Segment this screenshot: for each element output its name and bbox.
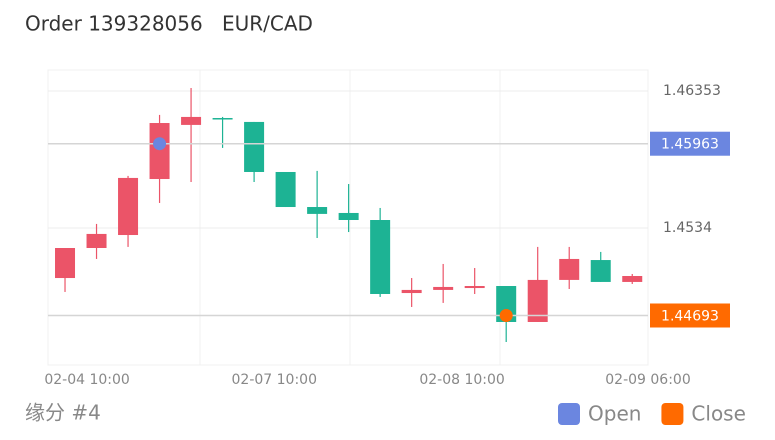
- candle-body: [86, 233, 107, 249]
- candle-body: [527, 279, 548, 322]
- level-badge: [650, 131, 730, 156]
- candle-body: [118, 177, 139, 236]
- candle-body: [275, 171, 296, 208]
- candle-body: [622, 275, 643, 282]
- x-tick-label: 02-09 06:00: [605, 372, 690, 388]
- candle-body: [433, 286, 454, 290]
- y-tick-label: 1.46353: [663, 83, 721, 99]
- candle-body: [464, 286, 485, 289]
- candle-body: [181, 116, 202, 125]
- plot-frame: [47, 69, 649, 366]
- legend-label: Open: [588, 402, 641, 426]
- level-label: 1.45963: [661, 137, 719, 153]
- marker: [499, 308, 513, 322]
- x-tick-label: 02-04 10:00: [44, 372, 129, 388]
- symbol: EUR/CAD: [222, 12, 313, 36]
- candle-body: [307, 207, 328, 214]
- legend-label: Close: [691, 402, 745, 426]
- title: Order 139328056: [25, 12, 203, 36]
- candle-body: [370, 220, 391, 294]
- x-tick-label: 02-08 10:00: [419, 372, 504, 388]
- candle-body: [55, 248, 76, 279]
- candle-body: [212, 118, 233, 120]
- legend-swatch: [558, 403, 580, 425]
- legend-swatch: [661, 403, 684, 425]
- level-badge: [650, 303, 730, 328]
- candle-body: [149, 123, 170, 180]
- candle-body: [590, 260, 611, 282]
- candle-body: [338, 212, 359, 221]
- level-label: 1.44693: [661, 308, 719, 324]
- candle-body: [401, 289, 422, 294]
- candle-body: [559, 258, 580, 280]
- y-tick-label: 1.4534: [663, 220, 712, 236]
- candle-body: [244, 121, 265, 172]
- x-tick-label: 02-07 10:00: [232, 372, 317, 388]
- marker: [153, 137, 167, 151]
- footer: 缘分 #4: [25, 401, 101, 425]
